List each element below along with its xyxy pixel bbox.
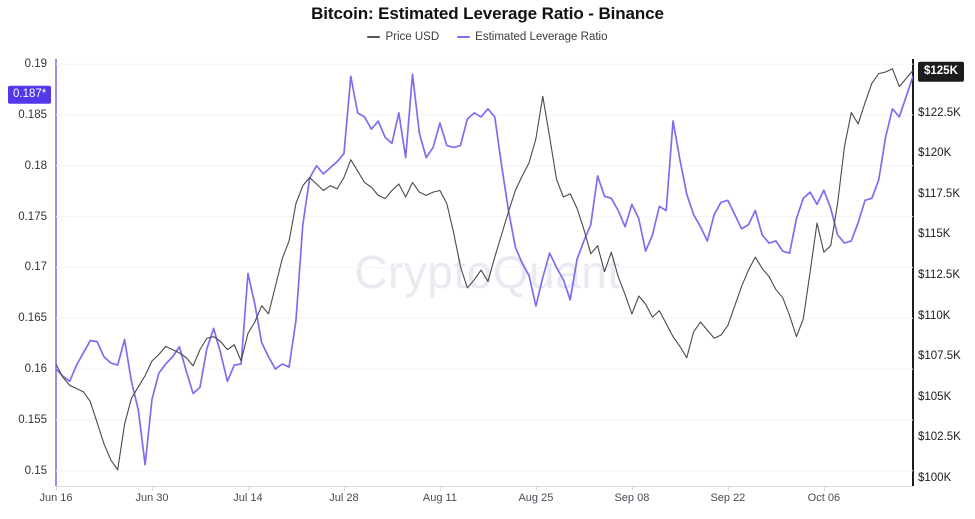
left-axis-tick-labels: 0.19 0.185 0.18 0.175 0.17 0.165 0.16 0.155 0.15 [0, 0, 51, 519]
right-tick-label: $100K [918, 471, 952, 484]
right-tick-label: $117.5K [918, 187, 960, 200]
legend-swatch-icon [367, 36, 381, 38]
plot-area [56, 59, 913, 486]
left-tick-label: 0.165 [18, 312, 47, 325]
left-tick-label: 0.17 [24, 261, 47, 274]
x-tick-mark [535, 486, 537, 491]
x-tick-mark [247, 486, 249, 491]
series-line-price-usd [56, 68, 913, 471]
right-tick-label: $105K [918, 390, 952, 403]
legend-label: Estimated Leverage Ratio [475, 31, 608, 43]
x-tick-label: Jul 14 [233, 492, 263, 504]
x-tick-mark [343, 486, 345, 491]
left-tick-label: 0.185 [18, 108, 47, 121]
right-tick-label: $110K [918, 309, 951, 322]
x-tick-label: Jun 16 [39, 492, 73, 504]
x-tick-label: Aug 11 [422, 492, 457, 504]
x-tick-label: Jul 28 [329, 492, 359, 504]
left-tick-label: 0.18 [24, 159, 47, 172]
x-tick-mark [823, 486, 825, 491]
right-tick-label: $107.5K [918, 350, 961, 363]
legend-swatch-icon [457, 36, 471, 38]
x-tick-mark [151, 486, 153, 491]
x-tick-mark [727, 486, 729, 491]
x-tick-mark [631, 486, 633, 491]
left-tick-label: 0.16 [24, 363, 47, 376]
x-tick-label: Sep 08 [614, 492, 650, 504]
right-tick-label: $102.5K [918, 431, 961, 444]
left-tick-label: 0.175 [18, 210, 47, 223]
left-tick-label: 0.15 [24, 464, 47, 477]
x-axis-tick-labels: Jun 16 Jun 30 Jul 14 Jul 28 Aug 11 Aug 25 Sep … [0, 492, 975, 512]
current-price-badge: $125K [918, 61, 964, 83]
legend-label: Price USD [385, 31, 440, 43]
legend-item-1[interactable]: Price USD [367, 31, 439, 43]
right-tick-label: $112.5K [918, 268, 960, 281]
right-axis-spine [912, 59, 914, 486]
series-canvas [56, 63, 913, 472]
x-tick-mark [439, 486, 441, 491]
x-tick-mark [56, 486, 57, 491]
bottom-axis-spine [56, 486, 913, 487]
right-tick-label: $122.5K [918, 106, 961, 119]
x-axis-tick-marks [0, 486, 975, 492]
right-tick-label: $120K [918, 147, 952, 160]
left-axis-spine [55, 59, 57, 486]
series-line-estimated-leverage-ratio [56, 73, 913, 466]
x-tick-label: Aug 25 [518, 492, 554, 504]
right-tick-label: $115K [918, 228, 951, 241]
legend-item-2[interactable]: Estimated Leverage Ratio [457, 31, 608, 43]
x-tick-label: Jun 30 [135, 492, 169, 504]
left-tick-label: 0.19 [24, 58, 47, 71]
left-tick-label: 0.155 [18, 413, 47, 426]
x-tick-label: Sep 22 [710, 492, 746, 504]
x-tick-label: Oct 06 [807, 492, 841, 504]
chart-legend: Price USD Estimated Leverage Ratio [0, 31, 975, 43]
page-title: Bitcoin: Estimated Leverage Ratio - Bina… [311, 4, 664, 23]
current-elr-badge: 0.187* [8, 85, 52, 104]
